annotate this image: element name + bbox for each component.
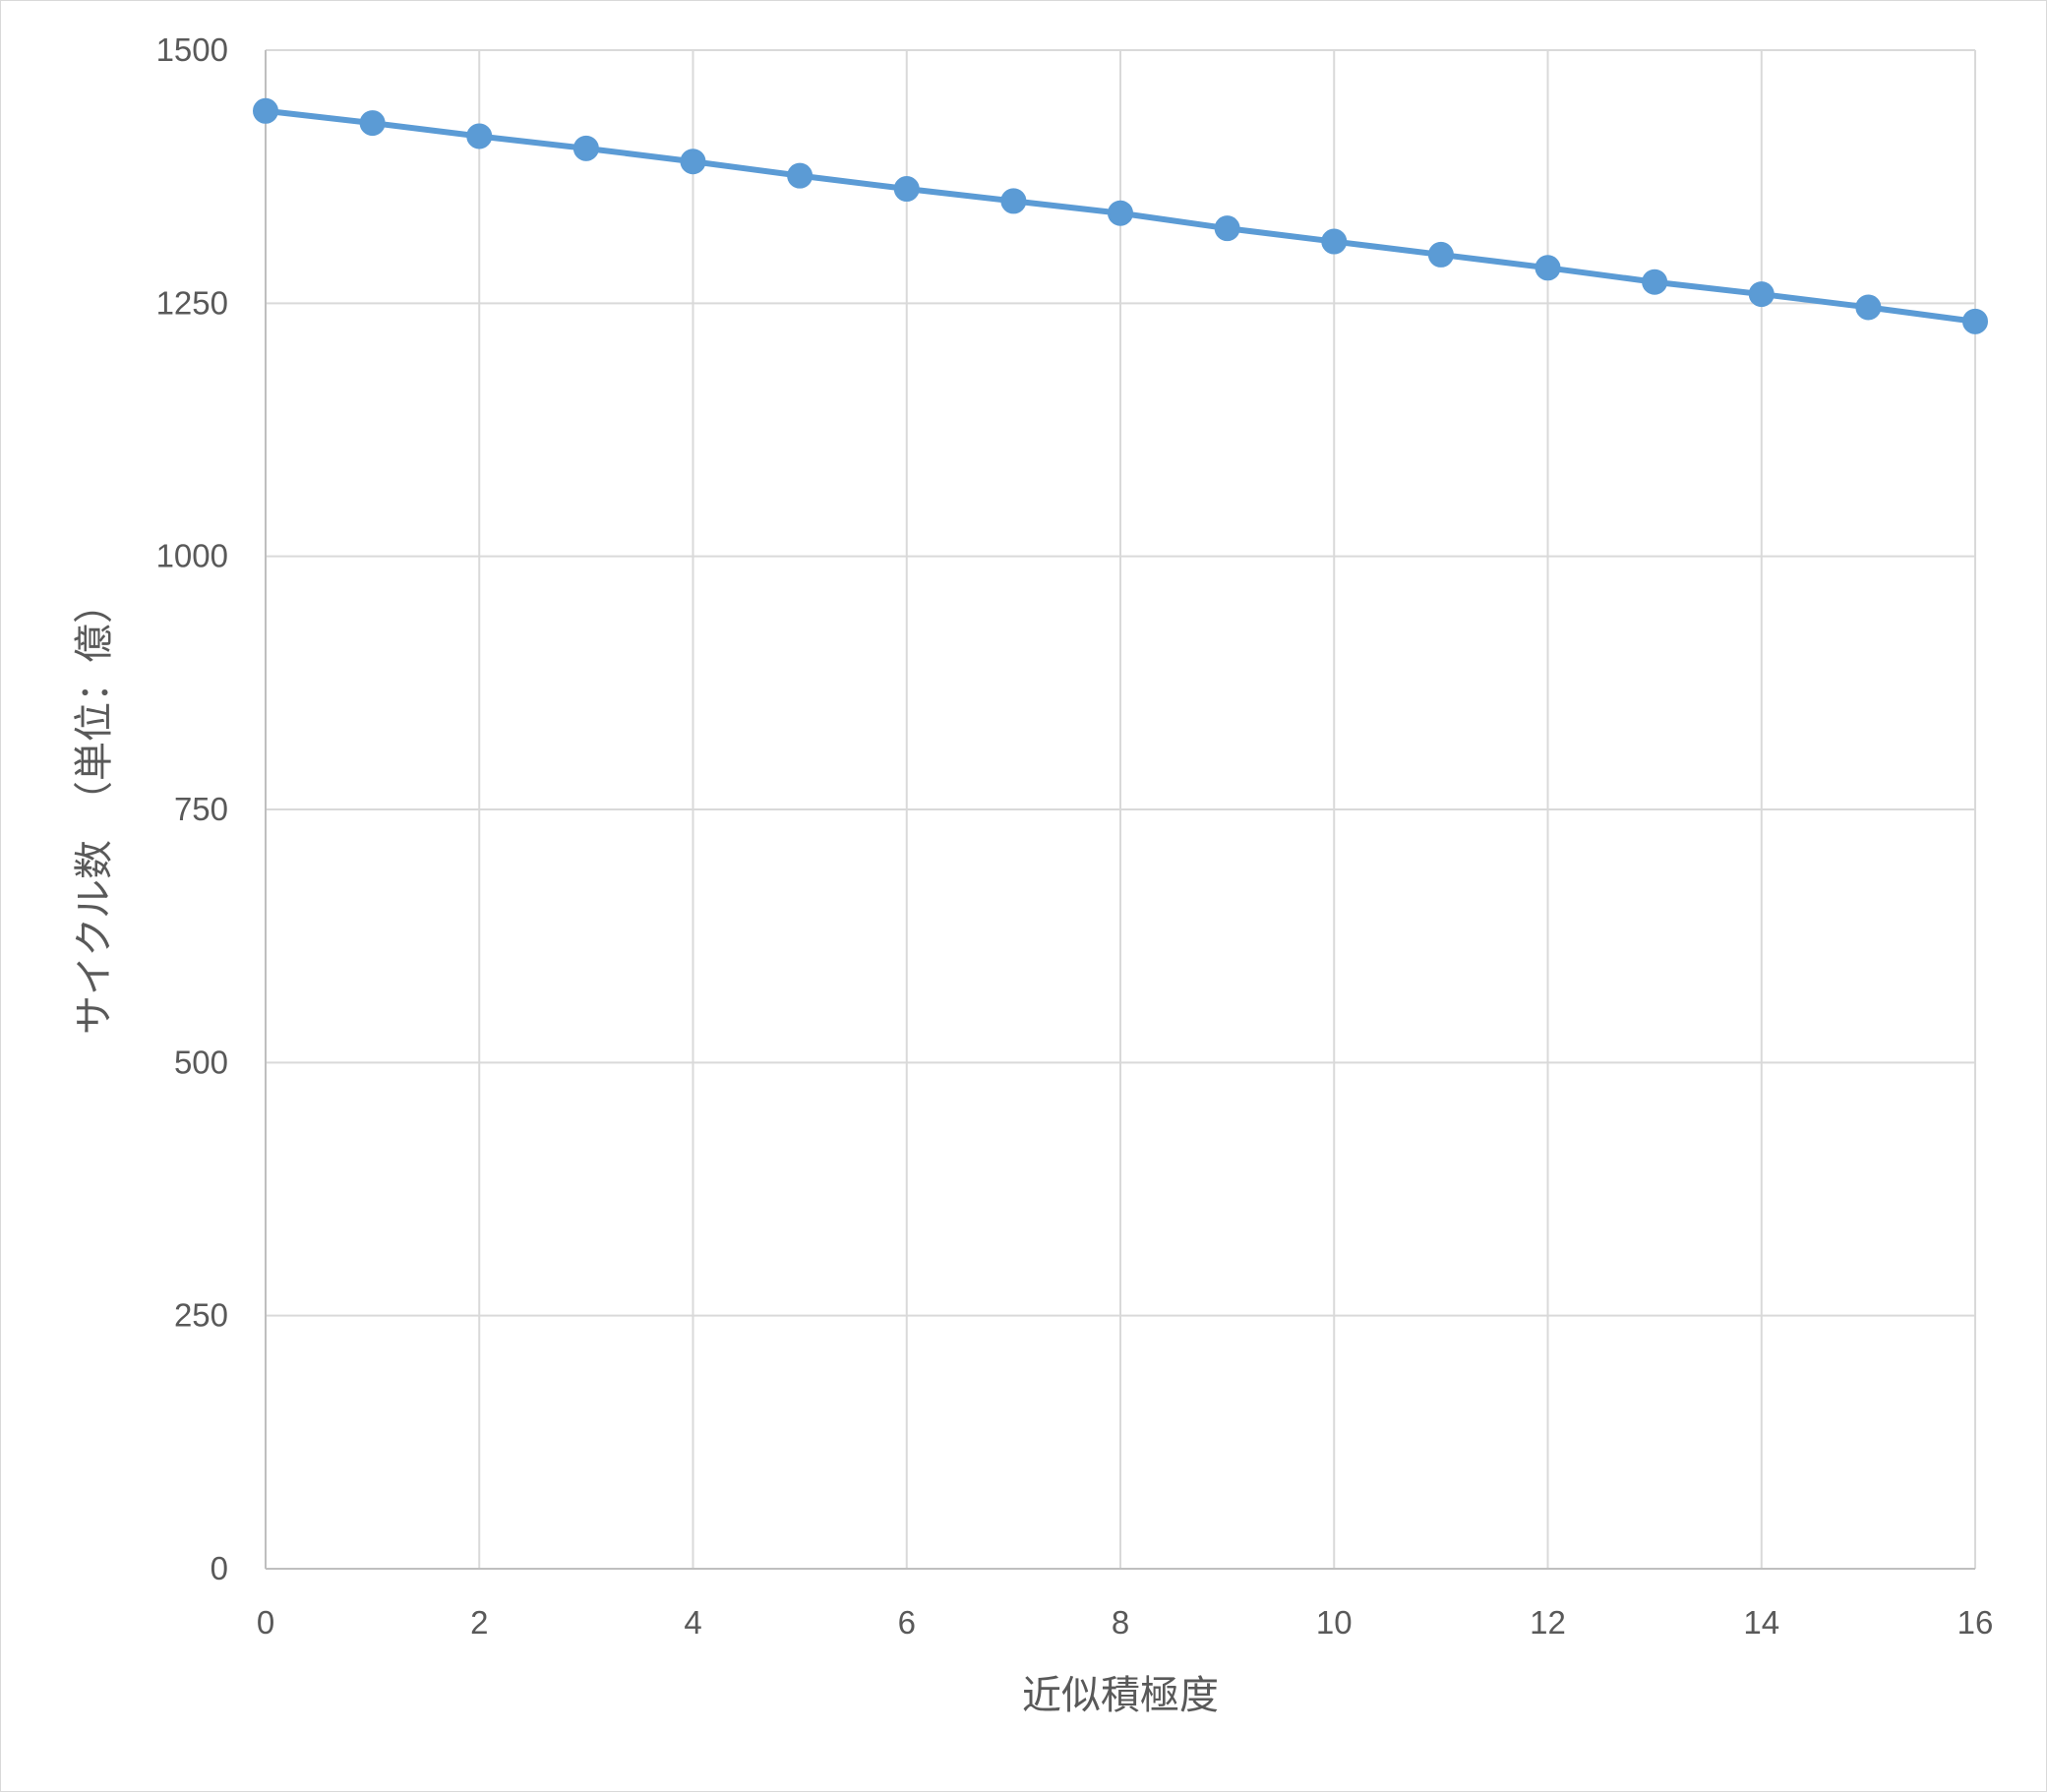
data-point [680,149,706,175]
data-point [1108,200,1133,226]
x-tick-label: 16 [1957,1604,1994,1641]
data-point [359,110,386,137]
axes [265,50,1975,1570]
x-axis-title: 近似積極度 [1022,1673,1219,1718]
data-point [466,123,493,149]
x-tick-label: 0 [257,1604,274,1641]
y-tick-label: 1000 [156,538,228,574]
x-tick-label: 10 [1316,1604,1353,1641]
data-point [1535,255,1561,281]
y-tick-label: 1500 [156,31,228,68]
data-point [1642,269,1668,295]
x-tick-label: 12 [1530,1604,1566,1641]
y-axis-tick-labels: 0 250 500 750 1000 1250 1500 [156,31,228,1586]
data-point [787,162,813,189]
y-tick-label: 250 [174,1297,228,1334]
x-tick-label: 6 [898,1604,916,1641]
data-point [1855,294,1882,321]
data-point [1214,215,1240,242]
y-tick-label: 0 [211,1550,228,1586]
y-axis-title: サイクル数 （単位：億） [72,584,117,1035]
y-tick-label: 1250 [156,284,228,321]
data-point [1321,228,1348,255]
x-tick-label: 14 [1743,1604,1779,1641]
x-tick-label: 8 [1112,1604,1129,1641]
data-point [893,176,920,203]
x-tick-label: 4 [684,1604,701,1641]
data-point [572,135,599,161]
data-series [253,97,1988,334]
data-point [253,97,278,124]
data-point [1748,281,1775,308]
data-point [1427,241,1454,268]
data-point [1000,188,1027,214]
x-axis-tick-labels: 0 2 4 6 8 10 12 14 16 [257,1604,1994,1641]
data-point [1962,308,1988,334]
y-tick-label: 750 [174,791,228,827]
grid-lines [266,49,1976,1569]
y-tick-label: 500 [174,1044,228,1080]
x-tick-label: 2 [470,1604,488,1641]
